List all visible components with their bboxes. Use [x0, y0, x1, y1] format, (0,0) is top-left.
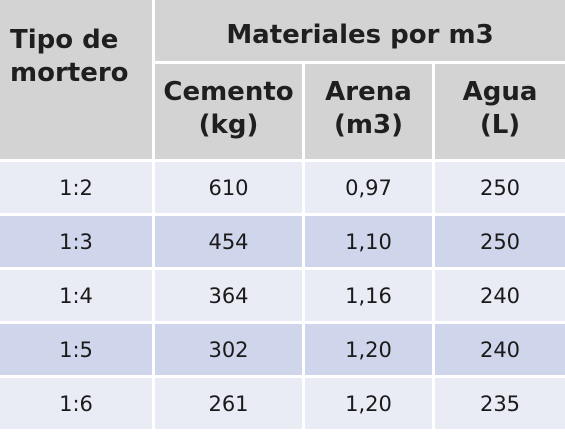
header-cemento-unit: (kg) [198, 110, 259, 140]
header-cemento: Cemento (kg) [155, 64, 305, 162]
table-header: Tipo de mortero Materiales por m3 Cement… [0, 0, 565, 162]
cell-agua: 240 [435, 324, 565, 378]
table-row: 1:2 610 0,97 250 [0, 162, 565, 216]
cell-tipo: 1:4 [0, 270, 155, 324]
table-row: 1:5 302 1,20 240 [0, 324, 565, 378]
header-materiales-por-m3: Materiales por m3 [155, 0, 565, 64]
cell-cemento: 302 [155, 324, 305, 378]
header-row-2: Cemento (kg) Arena (m3) Agua (L) [0, 64, 565, 162]
cell-tipo: 1:3 [0, 216, 155, 270]
header-agua-name: Agua [462, 77, 538, 107]
header-tipo-line-2: mortero [10, 58, 129, 88]
header-arena: Arena (m3) [305, 64, 435, 162]
header-tipo-line-1: Tipo de [10, 25, 119, 55]
cell-agua: 240 [435, 270, 565, 324]
cell-tipo: 1:2 [0, 162, 155, 216]
cell-agua: 250 [435, 162, 565, 216]
table-row: 1:6 261 1,20 235 [0, 378, 565, 432]
header-tipo-de-mortero: Tipo de mortero [0, 0, 155, 162]
cell-agua: 250 [435, 216, 565, 270]
cell-arena: 0,97 [305, 162, 435, 216]
table-row: 1:4 364 1,16 240 [0, 270, 565, 324]
cell-cemento: 610 [155, 162, 305, 216]
header-arena-unit: (m3) [334, 110, 403, 140]
cell-arena: 1,16 [305, 270, 435, 324]
header-cemento-name: Cemento [163, 77, 294, 107]
table-body: 1:2 610 0,97 250 1:3 454 1,10 250 1:4 36… [0, 162, 565, 432]
cell-cemento: 261 [155, 378, 305, 432]
cell-agua: 235 [435, 378, 565, 432]
cell-cemento: 454 [155, 216, 305, 270]
table-row: 1:3 454 1,10 250 [0, 216, 565, 270]
cell-arena: 1,20 [305, 378, 435, 432]
header-row-1: Tipo de mortero Materiales por m3 [0, 0, 565, 162]
header-arena-name: Arena [325, 77, 412, 107]
cell-arena: 1,20 [305, 324, 435, 378]
header-agua: Agua (L) [435, 64, 565, 162]
cell-arena: 1,10 [305, 216, 435, 270]
cell-tipo: 1:5 [0, 324, 155, 378]
header-agua-unit: (L) [479, 110, 521, 140]
cell-cemento: 364 [155, 270, 305, 324]
cell-tipo: 1:6 [0, 378, 155, 432]
